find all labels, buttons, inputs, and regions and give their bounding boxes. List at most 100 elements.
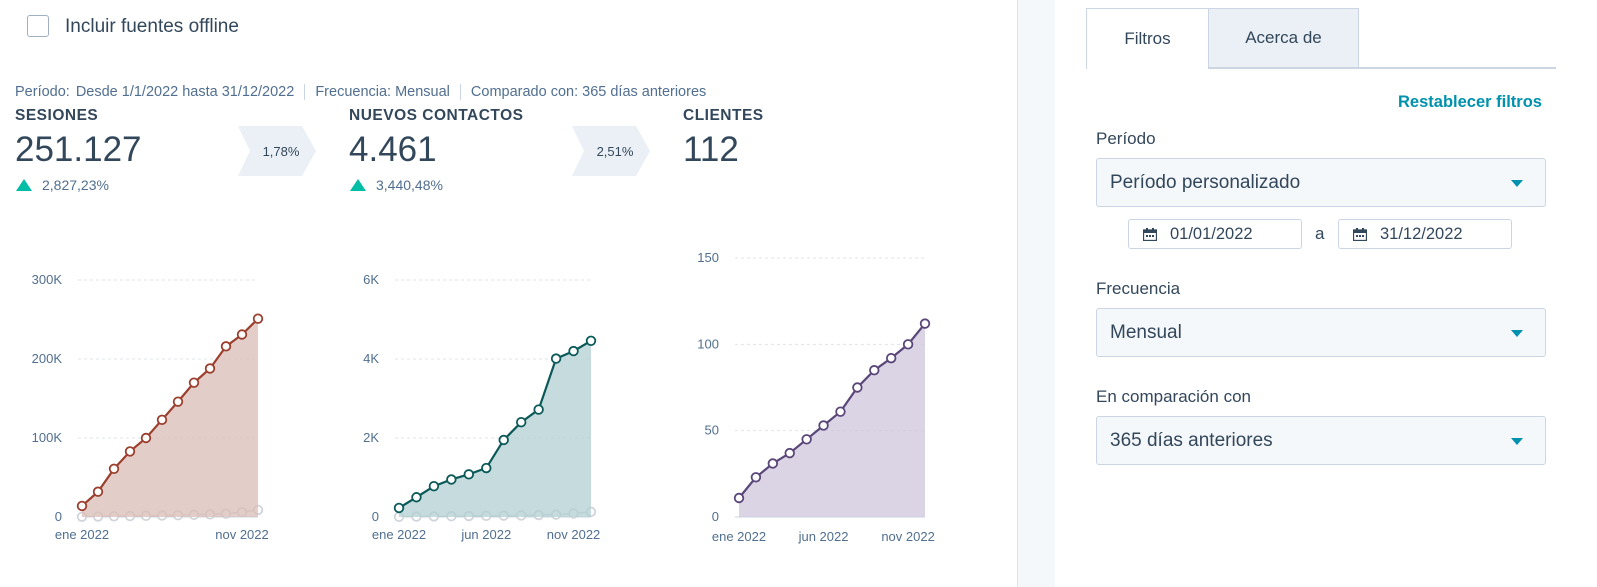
- x-tick-label: jun 2022: [798, 529, 849, 544]
- kpi-customers-title: CLIENTES: [683, 107, 764, 124]
- kpi-contacts-change: 3,440,48%: [350, 177, 443, 193]
- compare-select-value: 365 días anteriores: [1110, 429, 1273, 451]
- kpi-contacts-change-value: 3,440,48%: [376, 177, 443, 193]
- period-select-value: Período personalizado: [1110, 171, 1301, 193]
- meta-divider: [304, 84, 306, 100]
- y-tick-label: 0: [55, 509, 62, 524]
- include-offline-label[interactable]: Incluir fuentes offline: [65, 16, 239, 37]
- data-point: [220, 341, 232, 352]
- data-point: [463, 469, 475, 480]
- data-point: [481, 462, 492, 474]
- data-point: [124, 446, 136, 457]
- calendar-icon: [1143, 227, 1157, 241]
- y-tick-label: 100K: [32, 430, 63, 445]
- period-meta-value: Desde 1/1/2022 hasta 31/12/2022: [75, 84, 295, 100]
- chevron-down-icon: [1511, 330, 1523, 337]
- y-tick-label: 4K: [363, 351, 379, 366]
- compared-meta: Comparado con: 365 días anteriores: [470, 84, 707, 100]
- y-tick-label: 6K: [363, 272, 379, 287]
- period-select[interactable]: Período personalizado: [1096, 158, 1546, 207]
- y-tick-label: 50: [705, 423, 719, 438]
- series-area: [82, 318, 258, 517]
- y-tick-label: 0: [372, 509, 379, 524]
- panel-divider: [1017, 0, 1055, 587]
- report-meta-line: Período: Desde 1/1/2022 hasta 31/12/2022…: [15, 84, 706, 100]
- x-tick-label: nov 2022: [215, 527, 269, 542]
- date-range-separator: a: [1315, 224, 1325, 243]
- kpi-sessions-title: SESIONES: [15, 107, 99, 124]
- sessions-chart: 0 100K 200K 300K ene 2022 nov 2022: [0, 240, 300, 565]
- tab-about[interactable]: Acerca de: [1208, 8, 1359, 68]
- data-point: [172, 396, 184, 407]
- data-point: [902, 339, 914, 350]
- frequency-select[interactable]: Mensual: [1096, 308, 1546, 357]
- data-point: [498, 434, 509, 446]
- data-point: [767, 458, 779, 469]
- kpi-sessions-change: 2,827,23%: [16, 177, 109, 193]
- trend-up-icon: [350, 179, 366, 191]
- trend-up-icon: [16, 179, 32, 191]
- data-point: [919, 318, 931, 329]
- x-tick-label: ene 2022: [372, 527, 426, 542]
- tab-filters[interactable]: Filtros: [1086, 8, 1209, 69]
- date-from-input[interactable]: 01/01/2022: [1128, 219, 1302, 249]
- date-from-value: 01/01/2022: [1170, 224, 1253, 243]
- data-point: [885, 352, 897, 364]
- kpi-contacts-title: NUEVOS CONTACTOS: [349, 107, 524, 124]
- data-point: [515, 416, 527, 428]
- date-to-input[interactable]: 31/12/2022: [1338, 219, 1512, 249]
- data-point: [108, 463, 120, 475]
- data-point: [156, 414, 168, 426]
- y-tick-label: 200K: [32, 351, 63, 366]
- x-tick-label: nov 2022: [881, 529, 935, 544]
- customers-chart: 0 50 100 150 ene 2022 jun 2022 nov 2022: [670, 240, 970, 565]
- data-point: [188, 377, 200, 388]
- period-meta-label: Período:: [15, 84, 70, 100]
- tabs-underline: [1086, 67, 1556, 69]
- data-point: [550, 353, 562, 364]
- x-tick-label: ene 2022: [712, 529, 766, 544]
- y-tick-label: 300K: [32, 272, 63, 287]
- data-point: [750, 472, 762, 483]
- data-point: [733, 492, 745, 504]
- period-label: Período: [1096, 129, 1156, 148]
- y-tick-label: 2K: [363, 430, 379, 445]
- frequency-meta: Frecuencia: Mensual: [315, 84, 450, 100]
- data-point: [428, 480, 440, 492]
- data-point: [835, 406, 846, 417]
- y-tick-label: 100: [697, 336, 719, 351]
- series-area: [399, 340, 591, 517]
- data-point: [76, 500, 88, 512]
- kpi-contacts-value: 4.461: [349, 130, 437, 169]
- conversion-rate-2: 2,51%: [597, 144, 634, 159]
- frequency-label: Frecuencia: [1096, 279, 1181, 298]
- data-point: [446, 474, 457, 485]
- chevron-down-icon: [1511, 438, 1523, 445]
- frequency-select-value: Mensual: [1110, 321, 1182, 343]
- chevron-down-icon: [1511, 180, 1523, 187]
- y-tick-label: 150: [697, 250, 719, 265]
- compare-select[interactable]: 365 días anteriores: [1096, 416, 1546, 465]
- data-point: [818, 420, 829, 431]
- x-tick-label: ene 2022: [55, 527, 109, 542]
- x-tick-label: jun 2022: [460, 527, 511, 542]
- compare-label: En comparación con: [1096, 387, 1251, 406]
- data-point: [252, 313, 264, 324]
- contacts-chart: 0 2K 4K 6K ene 2022 jun 2022 nov 2022: [335, 240, 635, 565]
- data-point: [568, 345, 579, 357]
- conversion-rate-1-arrow: 1,78%: [238, 126, 316, 176]
- conversion-rate-2-arrow: 2,51%: [572, 126, 650, 176]
- data-point: [585, 335, 597, 346]
- data-point: [801, 434, 812, 445]
- conversion-rate-1: 1,78%: [263, 144, 300, 159]
- data-point: [533, 404, 544, 415]
- kpi-sessions-value: 251.127: [15, 130, 142, 169]
- data-point: [411, 492, 422, 503]
- reset-filters-link[interactable]: Restablecer filtros: [1398, 93, 1542, 111]
- meta-divider: [459, 84, 461, 100]
- include-offline-checkbox[interactable]: [27, 15, 49, 37]
- data-point: [204, 363, 216, 374]
- calendar-icon: [1353, 227, 1367, 241]
- data-point: [140, 432, 152, 444]
- data-point: [784, 447, 795, 459]
